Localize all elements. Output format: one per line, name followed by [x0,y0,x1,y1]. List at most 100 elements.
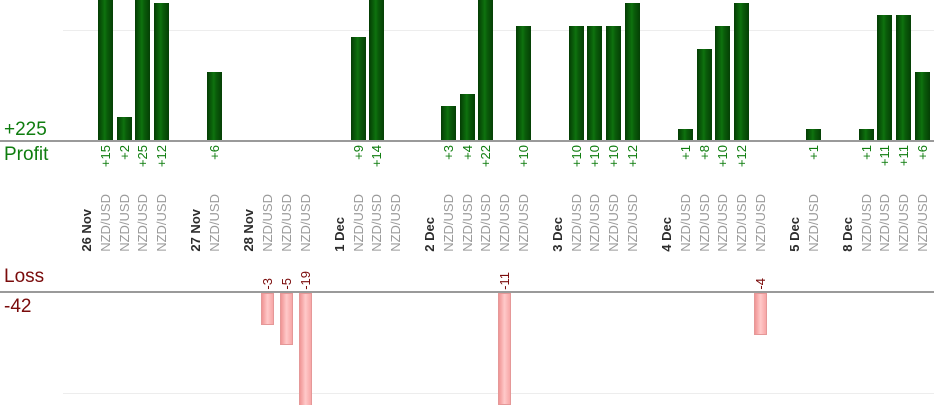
instrument-label: NZD/USD [369,194,385,252]
profit-bar [440,105,456,140]
instrument-label: NZD/USD [387,194,403,252]
instrument-label: NZD/USD [677,194,693,252]
loss-axis-line [0,291,934,293]
date-label: 26 Nov [79,209,94,252]
profit-bar [624,3,640,140]
loss-value-label: -4 [752,278,768,290]
profit-value-label: +6 [207,145,223,160]
profit-value-label: +10 [515,145,531,168]
profit-bar [568,26,584,140]
profit-bar [98,0,113,140]
profit-axis-title: Profit [4,144,49,165]
profit-bar [135,0,151,140]
loss-bar [261,293,275,325]
instrument-label: NZD/USD [260,194,276,252]
profit-bar [154,3,170,140]
profit-bar [696,48,712,140]
profit-bar [515,26,531,140]
profit-bar [677,128,693,140]
date-label: 3 Dec [549,217,565,252]
profit-bar [459,94,475,140]
instrument-label: NZD/USD [568,194,584,252]
instrument-label: NZD/USD [297,194,313,252]
profit-value-label: +25 [135,145,151,168]
instrument-label: NZD/USD [752,194,768,252]
profit-bar [478,0,494,140]
loss-bar [298,293,312,405]
profit-bar [877,14,893,140]
profit-bar [350,37,366,140]
profit-value-label: +10 [715,145,731,168]
instrument-label: NZD/USD [135,194,151,252]
instrument-label: NZD/USD [459,194,475,252]
instrument-label: NZD/USD [624,194,640,252]
instrument-label: NZD/USD [278,194,294,252]
instrument-label: NZD/USD [497,194,512,252]
profit-bar [733,3,749,140]
instrument-label: NZD/USD [515,194,531,252]
profit-value-label: +8 [696,145,712,160]
instrument-label: NZD/USD [116,194,132,252]
instrument-label: NZD/USD [896,194,911,252]
loss-value-label: -5 [278,278,294,290]
date-label: 1 Dec [331,217,347,252]
profit-value-label: +11 [877,145,893,167]
profit-value-label: +6 [914,145,930,160]
date-label: 27 Nov [188,209,204,252]
profit-bar [914,71,930,140]
profit-value-label: +10 [587,145,603,168]
profit-value-label: +12 [154,145,170,168]
instrument-label: NZD/USD [805,194,821,252]
profit-bar [606,26,622,140]
instrument-label: NZD/USD [154,194,170,252]
profit-value-label: +2 [116,145,132,160]
date-label: 8 Dec [839,217,855,252]
instrument-label: NZD/USD [858,194,874,252]
instrument-label: NZD/USD [587,194,603,252]
loss-axis-title: Loss [4,266,45,287]
profit-value-label: +9 [350,145,366,160]
loss-value-label: -3 [260,278,276,290]
profit-bar [805,128,821,140]
loss-bar [498,293,511,405]
loss-bar [279,293,293,345]
instrument-label: NZD/USD [715,194,731,252]
profit-bar [207,71,223,140]
loss-plot-area [0,293,934,405]
profit-bar [896,14,911,140]
instrument-label: NZD/USD [696,194,712,252]
profit-value-label: +3 [440,145,456,160]
date-label: 4 Dec [658,217,674,252]
loss-value-label: -11 [497,272,512,290]
instrument-label: NZD/USD [207,194,223,252]
profit-value-label: +10 [568,145,584,168]
profit-value-label: +4 [459,145,475,160]
profit-value-label: +10 [606,145,622,168]
profit-value-label: +1 [805,145,821,160]
instrument-label: NZD/USD [606,194,622,252]
profit-bar [715,26,731,140]
instrument-label: NZD/USD [914,194,930,252]
date-label: 2 Dec [421,217,437,252]
profit-bar [858,128,874,140]
instrument-label: NZD/USD [877,194,893,252]
instrument-label: NZD/USD [98,194,113,252]
loss-total-label: -42 [4,296,32,317]
profit-value-label: +22 [478,145,494,168]
profit-value-label: +14 [369,145,385,168]
instrument-label: NZD/USD [350,194,366,252]
loss-value-label: -19 [297,271,313,290]
profit-value-label: +12 [733,145,749,168]
loss-bar [753,293,767,335]
profit-bar [116,117,132,140]
profit-value-label: +11 [896,145,911,167]
profit-value-label: +1 [677,145,693,160]
profit-value-label: +1 [858,145,874,160]
profit-axis-line [0,140,934,142]
profit-bar [369,0,385,140]
profit-bar [587,26,603,140]
instrument-label: NZD/USD [440,194,456,252]
profit-value-label: +12 [624,145,640,168]
profit-gridline [63,30,934,31]
